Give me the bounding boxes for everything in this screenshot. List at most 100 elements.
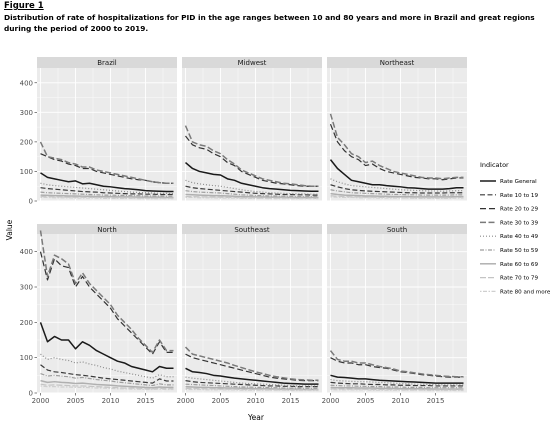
legend-label-rate-10-to-19: Rate 10 to 19 xyxy=(500,193,538,199)
y-tick-label: 100 xyxy=(20,168,33,176)
series-line-north-rate-30-to-39 xyxy=(39,230,174,354)
series-line-southeast-rate-50-to-59 xyxy=(185,383,319,390)
x-tick-label: 2010 xyxy=(247,397,265,405)
series-line-south-rate-80-and-more xyxy=(330,388,464,392)
y-tick-label: 0 xyxy=(29,198,33,206)
y-tick-label: 400 xyxy=(20,248,33,256)
series-line-brazil-rate-60-to-69 xyxy=(40,194,174,199)
x-tick-label: 2005 xyxy=(212,397,230,405)
panel-bg-south xyxy=(327,234,467,393)
x-axis-title: Year xyxy=(247,413,265,422)
series-line-brazil-rate-80-and-more xyxy=(40,196,174,200)
series-line-midwest-rate-40-to-49 xyxy=(185,179,319,195)
legend-label-rate-50-to-59: Rate 50 to 59 xyxy=(500,248,538,254)
series-line-northeast-rate-80-and-more xyxy=(330,196,464,199)
series-line-brazil-rate-70-to-79 xyxy=(40,195,174,199)
facet-title-midwest: Midwest xyxy=(238,59,267,67)
series-line-south-rate-50-to-59 xyxy=(330,384,464,389)
series-line-north-rate-40-to-49 xyxy=(40,353,174,379)
y-tick-label: 300 xyxy=(20,284,33,292)
facet-strip-northeast xyxy=(327,57,467,68)
series-line-northeast-rate-70-to-79 xyxy=(330,195,464,199)
series-line-brazil-rate-50-to-59 xyxy=(40,191,174,197)
x-tick-label: 2015 xyxy=(137,397,155,405)
series-line-southeast-rate-20-to-29 xyxy=(185,353,319,382)
series-line-midwest-rate-80-and-more xyxy=(185,196,319,200)
facet-strip-brazil xyxy=(37,57,177,68)
x-tick-label: 2000 xyxy=(32,397,50,405)
series-line-midwest-rate-general xyxy=(185,162,319,192)
y-tick-label: 0 xyxy=(29,390,33,398)
legend-label-rate-70-to-79: Rate 70 to 79 xyxy=(500,276,538,282)
panel-bg-midwest xyxy=(182,68,322,201)
series-line-midwest-rate-20-to-29 xyxy=(185,135,319,187)
series-line-northeast-rate-30-to-39 xyxy=(329,113,464,180)
y-tick-label: 200 xyxy=(20,319,33,327)
legend-label-rate-general: Rate General xyxy=(500,179,537,185)
series-line-north-rate-10-to-19 xyxy=(40,364,174,384)
series-line-north-rate-50-to-59 xyxy=(40,373,174,387)
series-line-midwest-rate-30-to-39 xyxy=(184,125,319,187)
series-line-south-rate-30-to-39 xyxy=(329,350,464,378)
legend-title: Indicator xyxy=(480,161,509,169)
facet-strip-north xyxy=(37,224,177,235)
facet-title-south: South xyxy=(387,226,407,234)
facet-title-southeast: Southeast xyxy=(234,226,270,234)
x-tick-label: 2015 xyxy=(427,397,445,405)
series-line-south-rate-60-to-69 xyxy=(330,386,464,390)
x-tick-label: 2010 xyxy=(392,397,410,405)
panel-bg-southeast xyxy=(182,234,322,393)
series-line-southeast-rate-general xyxy=(185,367,319,385)
legend-label-rate-20-to-29: Rate 20 to 29 xyxy=(500,207,538,213)
x-tick-label: 2010 xyxy=(102,397,120,405)
series-line-brazil-rate-20-to-29 xyxy=(40,153,174,184)
series-line-south-rate-20-to-29 xyxy=(330,357,464,378)
series-line-northeast-rate-60-to-69 xyxy=(330,192,464,198)
y-axis-title: Value xyxy=(5,219,14,240)
series-line-midwest-rate-70-to-79 xyxy=(185,195,319,199)
series-line-brazil-rate-general xyxy=(40,172,174,193)
series-line-midwest-rate-50-to-59 xyxy=(185,190,319,198)
series-line-northeast-rate-50-to-59 xyxy=(330,189,464,196)
facet-strip-south xyxy=(327,224,467,235)
x-tick-label: 2000 xyxy=(322,397,340,405)
facet-title-northeast: Northeast xyxy=(380,59,415,67)
series-line-south-rate-general xyxy=(330,374,464,384)
series-line-southeast-rate-40-to-49 xyxy=(185,376,319,387)
series-line-north-rate-general xyxy=(39,322,174,373)
facet-strip-midwest xyxy=(182,57,322,68)
series-line-south-rate-70-to-79 xyxy=(330,388,464,391)
facet-title-brazil: Brazil xyxy=(97,59,117,67)
legend-label-rate-30-to-39: Rate 30 to 39 xyxy=(500,220,538,226)
series-line-south-rate-40-to-49 xyxy=(330,378,464,386)
x-tick-label: 2000 xyxy=(177,397,195,405)
legend-label-rate-60-to-69: Rate 60 to 69 xyxy=(500,262,538,268)
y-tick-label: 100 xyxy=(20,354,33,362)
series-line-northeast-rate-10-to-19 xyxy=(330,184,464,194)
figure-caption: Distribution of rate of hospitalizations… xyxy=(4,13,535,33)
series-line-brazil-rate-40-to-49 xyxy=(40,182,174,195)
x-tick-label: 2015 xyxy=(282,397,300,405)
series-line-southeast-rate-30-to-39 xyxy=(184,346,319,382)
y-tick-label: 200 xyxy=(20,138,33,146)
legend-label-rate-40-to-49: Rate 40 to 49 xyxy=(500,234,538,240)
panel-bg-north xyxy=(37,234,177,393)
y-tick-label: 400 xyxy=(20,79,33,87)
series-line-northeast-rate-general xyxy=(329,159,464,190)
series-line-midwest-rate-60-to-69 xyxy=(185,193,319,199)
series-line-north-rate-80-and-more xyxy=(40,385,174,391)
figure-label: Figure 1 xyxy=(4,1,44,11)
series-line-southeast-rate-80-and-more xyxy=(185,388,319,392)
series-line-north-rate-60-to-69 xyxy=(40,379,174,389)
facet-title-north: North xyxy=(97,226,117,234)
legend-label-rate-80-and-more: Rate 80 and more xyxy=(500,289,550,295)
panel-bg-brazil xyxy=(37,68,177,201)
series-line-northeast-rate-20-to-29 xyxy=(329,123,464,181)
y-tick-label: 300 xyxy=(20,109,33,117)
facet-strip-southeast xyxy=(182,224,322,235)
x-tick-label: 2005 xyxy=(357,397,375,405)
series-line-brazil-rate-30-to-39 xyxy=(39,141,174,185)
series-line-north-rate-20-to-29 xyxy=(39,251,174,355)
series-line-north-rate-70-to-79 xyxy=(40,383,174,390)
